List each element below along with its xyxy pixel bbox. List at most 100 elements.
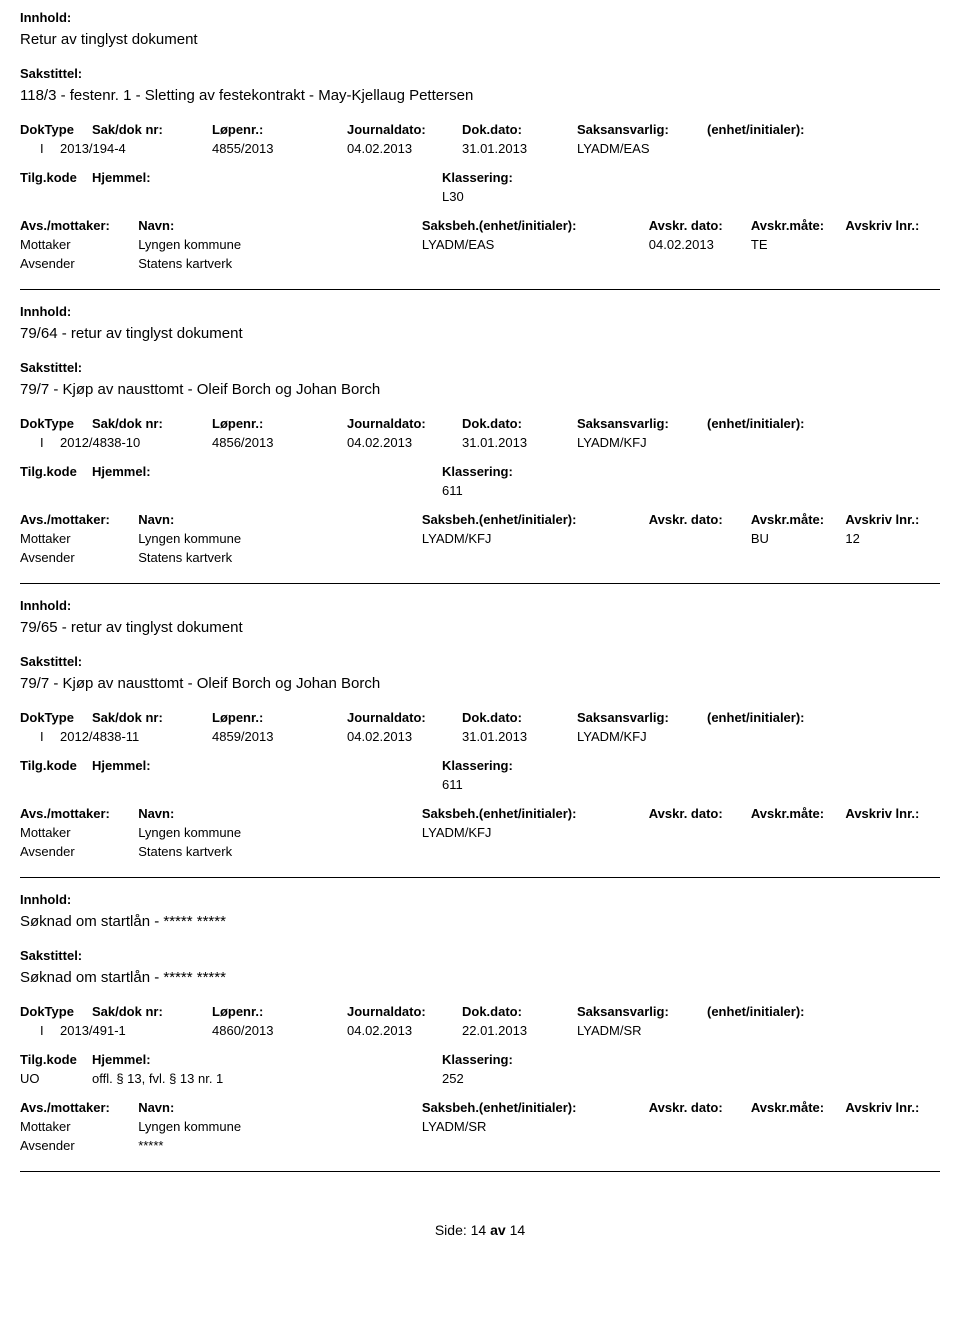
avs-mottaker-row: Avsender ***** xyxy=(20,1138,940,1153)
sakstittel-text: 79/7 - Kjøp av nausttomt - Oleif Borch o… xyxy=(20,381,940,398)
hjemmel-value xyxy=(92,483,442,498)
enhet-value xyxy=(707,141,867,156)
tilgkode-value xyxy=(20,483,92,498)
saksbeh-label: Saksbeh.(enhet/initialer): xyxy=(422,512,649,527)
journaldato-label: Journaldato: xyxy=(347,416,462,431)
saksansvarlig-value: LYADM/SR xyxy=(577,1023,707,1038)
avs-mottaker-row: Avsender Statens kartverk xyxy=(20,844,940,859)
doktype-value: I xyxy=(20,141,60,156)
saksbeh-header: Avs./mottaker: Navn: Saksbeh.(enhet/init… xyxy=(20,806,940,821)
avskrdato-label: Avskr. dato: xyxy=(649,1100,751,1115)
lopenr-value: 4860/2013 xyxy=(212,1023,347,1038)
tilgkode-label: Tilg.kode xyxy=(20,1052,92,1067)
row-avskrdato xyxy=(649,844,751,859)
row-saksbeh xyxy=(422,550,649,565)
enhet-value xyxy=(707,729,867,744)
doktype-label: DokType xyxy=(20,1004,92,1019)
row-saksbeh: LYADM/KFJ xyxy=(422,531,649,546)
row-avskrlnr xyxy=(845,256,940,271)
sakstittel-text: Søknad om startlån - ***** ***** xyxy=(20,969,940,986)
avskrmate-label: Avskr.måte: xyxy=(751,512,846,527)
row-type: Mottaker xyxy=(20,531,138,546)
saksbeh-label: Saksbeh.(enhet/initialer): xyxy=(422,218,649,233)
row-avskrmate xyxy=(751,550,846,565)
tilgkode-label: Tilg.kode xyxy=(20,758,92,773)
row-avskrmate xyxy=(751,825,846,840)
row-avskrlnr xyxy=(845,825,940,840)
lopenr-label: Løpenr.: xyxy=(212,710,347,725)
saksbeh-label: Saksbeh.(enhet/initialer): xyxy=(422,1100,649,1115)
saksansvarlig-label: Saksansvarlig: xyxy=(577,416,707,431)
innhold-label: Innhold: xyxy=(20,892,940,907)
dokdato-value: 22.01.2013 xyxy=(462,1023,577,1038)
avskrdato-label: Avskr. dato: xyxy=(649,512,751,527)
avs-mottaker-row: Mottaker Lyngen kommune LYADM/SR xyxy=(20,1119,940,1134)
avskrmate-label: Avskr.måte: xyxy=(751,218,846,233)
row-navn: Lyngen kommune xyxy=(138,1119,422,1134)
avsmottaker-label: Avs./mottaker: xyxy=(20,806,138,821)
lopenr-value: 4856/2013 xyxy=(212,435,347,450)
sakdoknr-value: 2013/194-4 xyxy=(60,141,212,156)
doktype-value: I xyxy=(20,1023,60,1038)
page-total: 14 xyxy=(510,1222,526,1238)
lopenr-label: Løpenr.: xyxy=(212,122,347,137)
row-avskrdato xyxy=(649,256,751,271)
journaldato-value: 04.02.2013 xyxy=(347,1023,462,1038)
dok-data-row: I 2013/491-1 4860/2013 04.02.2013 22.01.… xyxy=(20,1023,940,1038)
saksansvarlig-value: LYADM/KFJ xyxy=(577,729,707,744)
avskrlnr-label: Avskriv lnr.: xyxy=(845,806,940,821)
enhet-label: (enhet/initialer): xyxy=(707,416,867,431)
avs-mottaker-row: Mottaker Lyngen kommune LYADM/KFJ xyxy=(20,825,940,840)
saksansvarlig-value: LYADM/KFJ xyxy=(577,435,707,450)
saksbeh-header: Avs./mottaker: Navn: Saksbeh.(enhet/init… xyxy=(20,218,940,233)
hjemmel-label: Hjemmel: xyxy=(92,464,442,479)
journaldato-label: Journaldato: xyxy=(347,122,462,137)
row-avskrlnr: 12 xyxy=(845,531,940,546)
row-navn: Statens kartverk xyxy=(138,550,422,565)
tilg-klass-header: Tilg.kode Hjemmel: Klassering: xyxy=(20,1052,940,1067)
row-saksbeh: LYADM/KFJ xyxy=(422,825,649,840)
innhold-label: Innhold: xyxy=(20,598,940,613)
dok-data-row: I 2013/194-4 4855/2013 04.02.2013 31.01.… xyxy=(20,141,940,156)
hjemmel-value: offl. § 13, fvl. § 13 nr. 1 xyxy=(92,1071,442,1086)
journal-record: Innhold: 79/64 - retur av tinglyst dokum… xyxy=(20,304,940,584)
row-navn: Lyngen kommune xyxy=(138,825,422,840)
row-avskrdato xyxy=(649,1119,751,1134)
lopenr-value: 4855/2013 xyxy=(212,141,347,156)
sakstittel-text: 118/3 - festenr. 1 - Sletting av festeko… xyxy=(20,87,940,104)
hjemmel-label: Hjemmel: xyxy=(92,758,442,773)
dokdato-label: Dok.dato: xyxy=(462,416,577,431)
dokdato-label: Dok.dato: xyxy=(462,710,577,725)
row-avskrdato: 04.02.2013 xyxy=(649,237,751,252)
saksansvarlig-label: Saksansvarlig: xyxy=(577,122,707,137)
row-avskrmate xyxy=(751,1138,846,1153)
klassering-value: 611 xyxy=(442,777,742,792)
hjemmel-value xyxy=(92,189,442,204)
enhet-label: (enhet/initialer): xyxy=(707,122,867,137)
dok-data-row: I 2012/4838-11 4859/2013 04.02.2013 31.0… xyxy=(20,729,940,744)
row-avskrdato xyxy=(649,550,751,565)
tilg-klass-header: Tilg.kode Hjemmel: Klassering: xyxy=(20,758,940,773)
row-navn: ***** xyxy=(138,1138,422,1153)
dok-header-row: DokType Sak/dok nr: Løpenr.: Journaldato… xyxy=(20,1004,940,1019)
row-avskrlnr xyxy=(845,237,940,252)
journal-record: Innhold: 79/65 - retur av tinglyst dokum… xyxy=(20,598,940,878)
enhet-value xyxy=(707,435,867,450)
row-navn: Lyngen kommune xyxy=(138,531,422,546)
lopenr-label: Løpenr.: xyxy=(212,416,347,431)
avskrdato-label: Avskr. dato: xyxy=(649,806,751,821)
journal-record: Innhold: Søknad om startlån - ***** ****… xyxy=(20,892,940,1172)
journaldato-label: Journaldato: xyxy=(347,710,462,725)
dok-header-row: DokType Sak/dok nr: Løpenr.: Journaldato… xyxy=(20,416,940,431)
row-saksbeh: LYADM/SR xyxy=(422,1119,649,1134)
tilgkode-value xyxy=(20,189,92,204)
saksansvarlig-label: Saksansvarlig: xyxy=(577,710,707,725)
tilg-klass-data: 611 xyxy=(20,777,940,792)
innhold-text: 79/64 - retur av tinglyst dokument xyxy=(20,325,940,342)
tilgkode-label: Tilg.kode xyxy=(20,464,92,479)
tilg-klass-header: Tilg.kode Hjemmel: Klassering: xyxy=(20,464,940,479)
page-footer: Side: 14 av 14 xyxy=(20,1222,940,1238)
sakdoknr-label: Sak/dok nr: xyxy=(92,122,212,137)
doktype-label: DokType xyxy=(20,710,92,725)
row-avskrmate: TE xyxy=(751,237,846,252)
